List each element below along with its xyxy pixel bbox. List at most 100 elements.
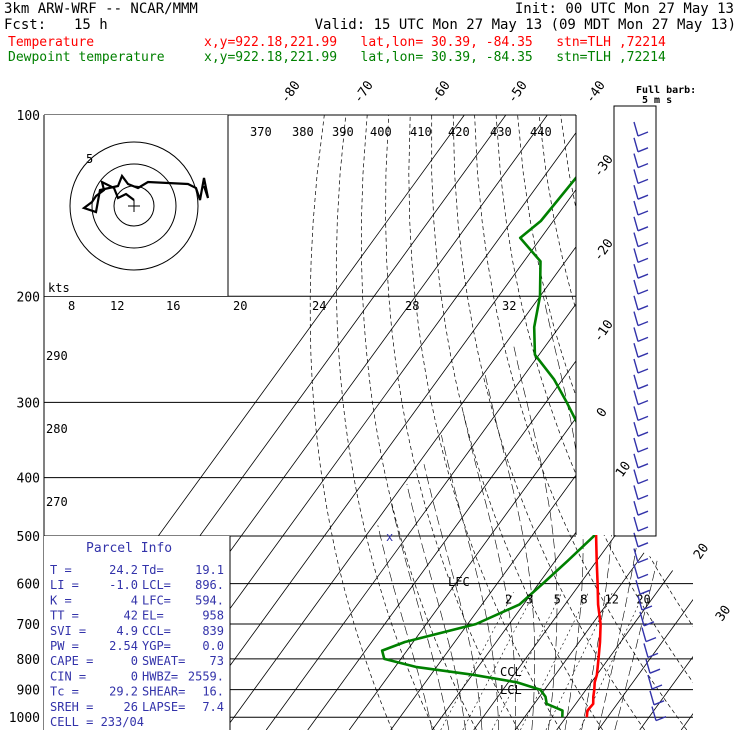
theta-label: 390	[332, 125, 354, 139]
wind-barb-flag	[637, 510, 649, 516]
wind-barb-staff	[633, 216, 639, 231]
parcel-value: 0	[131, 654, 138, 668]
mixing-ratio-line	[520, 592, 589, 730]
hodograph-speed-label: 20	[233, 299, 247, 313]
parcel-value: -1.0	[109, 578, 138, 592]
mixing-ratio-label: 2	[505, 593, 512, 607]
wind-barb	[633, 469, 649, 485]
hodograph-speed-label: 16	[166, 299, 180, 313]
wind-barb	[635, 580, 651, 595]
isotherm-line	[390, 115, 693, 730]
wind-barb	[633, 121, 649, 137]
dewpoint-location: x,y=922.18,221.99 lat,lon= 30.39, -84.35…	[204, 50, 666, 65]
wind-barb	[633, 501, 649, 516]
theta-label: 430	[490, 125, 512, 139]
hodograph-ring	[91, 163, 177, 249]
moist-adiabat	[441, 435, 499, 730]
theta-label: 380	[292, 125, 314, 139]
parcel-key: K =	[50, 593, 72, 607]
wind-barb-flag	[637, 352, 649, 358]
dry-adiabat	[581, 115, 693, 730]
parcel-value: 0.0	[202, 639, 224, 653]
wind-barb	[645, 659, 661, 674]
theta-label: 400	[370, 125, 392, 139]
parcel-value: 7.4	[202, 700, 224, 714]
wind-barb-flag	[637, 226, 649, 232]
wind-barb	[633, 295, 649, 311]
wind-barb-flag	[637, 494, 649, 501]
top-temp-label: -70	[351, 78, 377, 106]
wind-barb	[647, 674, 663, 690]
init-time: Init: 00 UTC Mon 27 May 13	[514, 1, 734, 17]
wind-barb-staff	[633, 311, 639, 326]
parcel-key: CCL=	[142, 624, 171, 638]
wind-barb	[633, 358, 649, 374]
parcel-key: SHEAR=	[142, 685, 185, 699]
mixing-ratio-label: 8	[580, 593, 587, 607]
wind-barb	[651, 706, 667, 722]
temperature-trace	[584, 115, 665, 718]
mixing-ratio-line	[462, 592, 535, 730]
moist-adiabat	[543, 296, 584, 730]
wind-barb-staff	[633, 343, 639, 358]
dry-adiabat	[335, 115, 435, 730]
moist-adiabat	[513, 343, 558, 730]
wind-barb	[633, 422, 649, 437]
wind-barb-staff	[643, 643, 649, 658]
dry-adiabat	[538, 115, 693, 730]
wind-barb-staff	[649, 690, 655, 705]
isotherm-line	[307, 115, 693, 730]
parcel-value: 42	[124, 609, 138, 623]
wind-barb	[633, 437, 649, 453]
wind-barb-staff	[633, 279, 639, 295]
parcel-key: T =	[50, 563, 72, 577]
dry-adiabat	[517, 115, 693, 730]
wind-barb	[633, 248, 649, 264]
parcel-key: TT =	[50, 609, 79, 623]
hodograph	[44, 115, 228, 296]
wind-barb-staff	[641, 627, 647, 642]
dry-adiabat	[452, 115, 645, 730]
theta-label: 370	[250, 125, 272, 139]
top-temp-label: -40	[583, 78, 609, 106]
wind-barb-flag	[637, 305, 649, 311]
wind-barb-flag	[637, 273, 649, 279]
moist-adiabat	[423, 464, 483, 730]
lfc-marker: x	[386, 530, 393, 544]
top-temp-label: -50	[505, 78, 531, 106]
dry-adiabat	[431, 115, 603, 730]
wind-barb	[633, 548, 649, 564]
valid-time: Valid: 15 UTC Mon 27 May 13 (09 MDT Mon …	[314, 17, 736, 33]
barb-legend-unit: 5 m s	[642, 95, 672, 106]
wind-barb-flag	[637, 147, 649, 153]
wind-barb-staff	[635, 580, 641, 595]
wind-barb-staff	[633, 548, 639, 563]
wind-barb	[639, 611, 655, 627]
pressure-label: 100	[17, 109, 40, 124]
parcel-value: 26	[124, 700, 138, 714]
dry-adiabat	[732, 115, 740, 730]
theta-label: 420	[448, 125, 470, 139]
wind-barbs	[613, 105, 667, 722]
wind-barb-staff	[633, 501, 639, 516]
parcel-key: Tc =	[50, 685, 79, 699]
parcel-value: 4.9	[116, 624, 138, 638]
wind-barb-flag	[637, 463, 649, 469]
hodograph-speed-label: 24	[312, 299, 326, 313]
wind-barb-flag	[637, 557, 649, 564]
parcel-key: LFC=	[142, 593, 171, 607]
mixing-ratio-line	[545, 592, 613, 730]
wind-barb-flag	[637, 194, 649, 200]
wind-barb-staff	[639, 611, 645, 626]
dry-adiabat	[385, 115, 519, 730]
wind-barb-staff	[633, 327, 639, 342]
isotherm-line	[556, 115, 693, 730]
wind-barb-flag	[653, 700, 665, 706]
wind-barb	[633, 137, 649, 153]
wind-barb-staff	[647, 674, 653, 690]
isotherm-label: 0	[594, 405, 611, 420]
parcel-value: 896.	[195, 578, 224, 592]
wind-barb-flag	[651, 684, 663, 690]
wind-barb-staff	[633, 264, 639, 279]
